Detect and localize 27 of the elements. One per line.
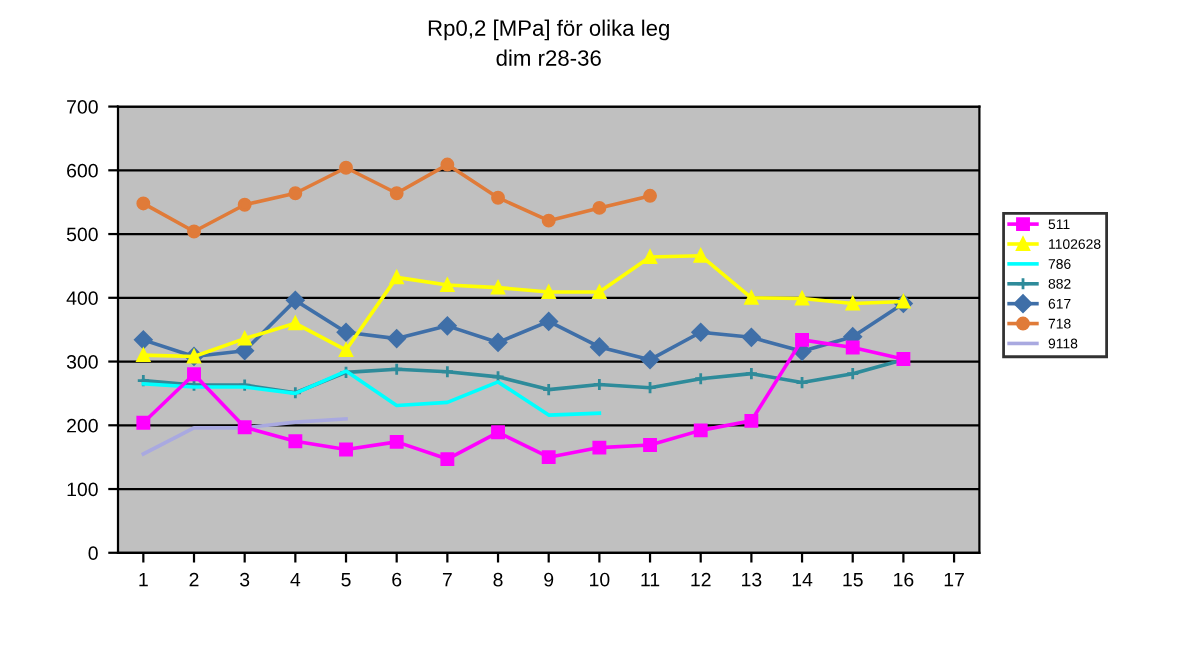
x-tick-label: 14 [792, 572, 813, 587]
x-tick-label: 1 [139, 572, 148, 587]
y-tick-label: 0 [88, 546, 98, 561]
x-tick-label: 17 [944, 572, 964, 587]
y-tick-label: 700 [67, 100, 98, 114]
x-tick-label: 9 [544, 572, 554, 587]
x-tick-label: 5 [341, 572, 351, 587]
x-tick-label: 6 [392, 572, 402, 587]
y-tick-label: 100 [67, 482, 98, 497]
y-tick-label: 500 [66, 227, 98, 242]
x-tick-label: 3 [240, 572, 250, 587]
x-tick-label: 4 [290, 572, 301, 587]
x-tick-label: 12 [691, 572, 711, 587]
y-tick-label: 300 [66, 355, 98, 369]
x-tick-label: 11 [641, 572, 660, 587]
x-tick-label: 7 [442, 572, 452, 587]
y-tick-label: 600 [67, 163, 98, 178]
x-tick-label: 8 [493, 572, 503, 587]
x-tick-label: 15 [843, 572, 863, 587]
x-tick-label: 13 [742, 572, 762, 587]
x-tick-label: 16 [894, 572, 914, 587]
chart-subtitle: dim r28-36 [496, 49, 601, 66]
chart-title: Rp0,2 [MPa] för olika leg [428, 19, 669, 41]
y-tick-label: 400 [66, 291, 98, 306]
y-tick-label: 200 [67, 418, 98, 433]
x-tick-label: 2 [189, 572, 199, 587]
x-tick-label: 10 [590, 572, 610, 587]
